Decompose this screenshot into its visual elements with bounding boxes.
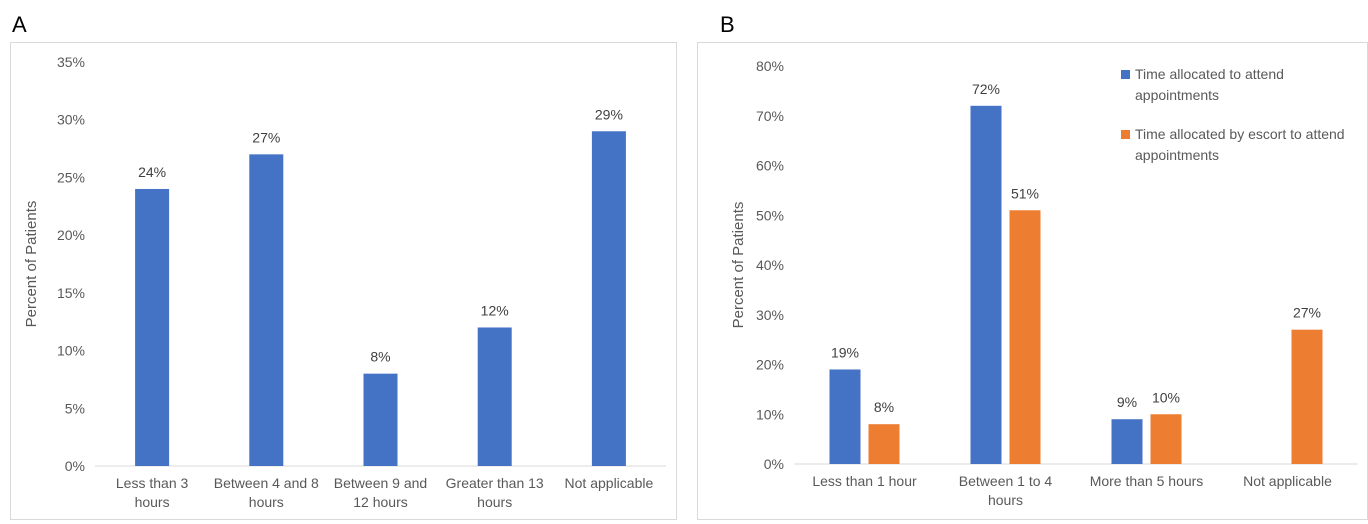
chart-b-x-tick-label: Not applicable	[1243, 473, 1332, 489]
chart-b-data-label: 10%	[1152, 389, 1180, 405]
chart-b-legend-label: Time allocated to attend	[1135, 66, 1284, 82]
chart-a-bar	[249, 154, 284, 466]
chart-b-data-label: 51%	[1011, 185, 1039, 201]
chart-b-y-tick-label: 10%	[756, 406, 784, 422]
chart-b: 0% 10% 20% 30% 40% 50% 60% 70% 80% Percent of Pat…	[730, 58, 1358, 508]
chart-b-y-tick-label: 40%	[756, 257, 784, 273]
chart-b-legend-label: Time allocated by escort to attend	[1135, 126, 1345, 142]
chart-a-bar	[135, 188, 170, 466]
chart-b-x-tick-label: Less than 1 hour	[812, 473, 917, 489]
chart-a-x-tick-label: Greater than 13	[446, 475, 544, 491]
chart-a-x-tick-label: hours	[249, 494, 284, 510]
chart-b-legend-label: appointments	[1135, 87, 1219, 103]
chart-a-x-tick-label: Not applicable	[565, 475, 654, 491]
chart-a-y-tick-label: 35%	[57, 54, 85, 70]
chart-a-data-label: 12%	[481, 302, 509, 318]
chart-b-y-tick-label: 30%	[756, 307, 784, 323]
chart-b-bar	[1111, 419, 1143, 464]
chart-a-frame: 0% 5% 10% 15% 20% 25% 30% 35% Percent of Patient…	[10, 42, 677, 520]
chart-b-data-label: 27%	[1293, 305, 1321, 321]
chart-b-y-tick-label: 80%	[756, 58, 784, 74]
chart-b-bar	[970, 105, 1002, 465]
chart-a-data-label: 27%	[252, 129, 280, 145]
chart-b-legend-swatch	[1121, 70, 1130, 79]
chart-b-frame: 0% 10% 20% 30% 40% 50% 60% 70% 80% Percent of Pat…	[697, 42, 1368, 520]
chart-a-x-tick-label: Less than 3	[116, 475, 189, 491]
chart-a-y-tick-label: 30%	[57, 112, 85, 128]
chart-a-x-tick-label: hours	[135, 494, 170, 510]
chart-b-bar	[829, 369, 861, 464]
chart-b-y-axis-title: Percent of Patients	[730, 202, 747, 329]
chart-b-data-label: 8%	[874, 399, 894, 415]
chart-b-data-label: 19%	[831, 344, 859, 360]
panel-b-letter: B	[720, 12, 735, 37]
chart-a-data-label: 24%	[138, 164, 166, 180]
chart-b-y-tick-label: 20%	[756, 357, 784, 373]
chart-b-y-tick-label: 60%	[756, 158, 784, 174]
chart-a-y-axis-title: Percent of Patients	[23, 201, 40, 328]
chart-b-bar	[1009, 210, 1041, 464]
chart-a: 0% 5% 10% 15% 20% 25% 30% 35% Percent of Patient…	[23, 54, 666, 510]
chart-a-bar	[477, 327, 512, 466]
chart-b-bar	[1150, 414, 1182, 464]
chart-b-legend-swatch	[1121, 130, 1130, 139]
chart-a-bar	[363, 373, 398, 466]
chart-a-y-tick-label: 10%	[57, 343, 85, 359]
chart-a-y-tick-label: 25%	[57, 169, 85, 185]
chart-b-data-label: 72%	[972, 81, 1000, 97]
chart-b-y-tick-label: 0%	[764, 456, 784, 472]
chart-b-data-label: 9%	[1117, 394, 1137, 410]
chart-a-data-label: 29%	[595, 106, 623, 122]
chart-b-x-tick-label: More than 5 hours	[1090, 473, 1204, 489]
chart-b-bar	[868, 424, 900, 464]
chart-a-bar	[591, 131, 626, 466]
chart-a-x-tick-label: 12 hours	[353, 494, 407, 510]
chart-a-data-label: 8%	[370, 349, 390, 365]
chart-a-y-tick-label: 0%	[65, 458, 85, 474]
chart-a-x-tick-label: hours	[477, 494, 512, 510]
chart-b-x-tick-label: Between 1 to 4	[959, 473, 1053, 489]
panel-a-letter: A	[12, 12, 27, 37]
chart-a-y-tick-label: 20%	[57, 227, 85, 243]
chart-b-bar	[1291, 329, 1323, 464]
chart-a-y-tick-label: 5%	[65, 400, 85, 416]
chart-a-y-tick-label: 15%	[57, 285, 85, 301]
chart-a-x-tick-label: Between 4 and 8	[214, 475, 319, 491]
chart-b-legend-label: appointments	[1135, 147, 1219, 163]
chart-b-y-tick-label: 50%	[756, 207, 784, 223]
chart-b-x-tick-label: hours	[988, 492, 1023, 508]
chart-a-x-tick-label: Between 9 and	[334, 475, 427, 491]
chart-b-y-tick-label: 70%	[756, 108, 784, 124]
